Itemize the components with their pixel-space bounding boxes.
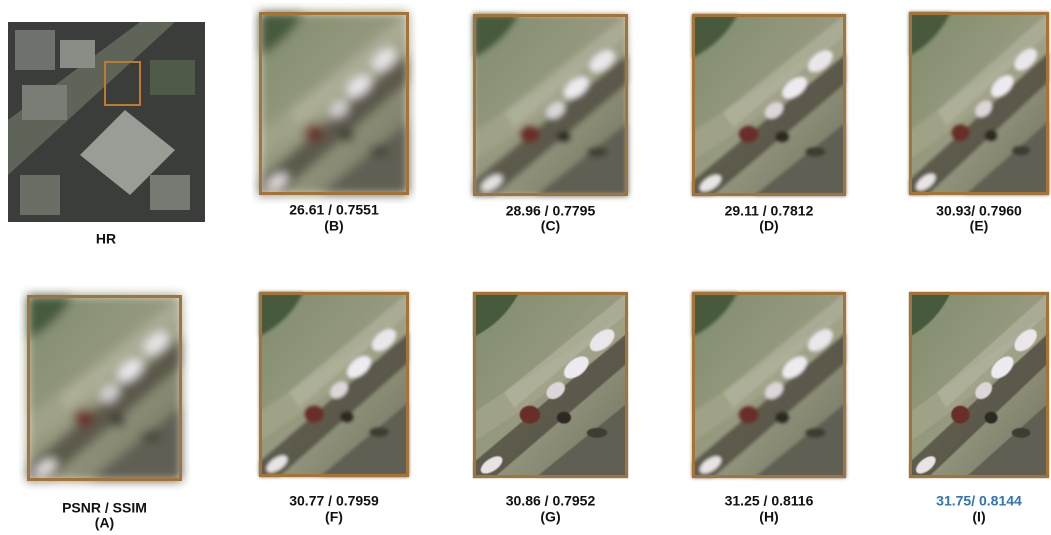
crop-image [692, 292, 846, 478]
metrics-caption: 31.75/ 0.8144 [936, 493, 1022, 509]
hr-image [8, 22, 205, 222]
metrics-caption: 26.61 / 0.7551 [289, 202, 379, 218]
crop-image [909, 12, 1049, 195]
panel-label: (I) [972, 509, 985, 525]
page: HR PSNR / SSIM(A) 26.61 / 0.7551(B) 28.96 … [0, 0, 1051, 535]
crop-image [473, 292, 628, 478]
metrics-caption: 31.25 / 0.8116 [725, 493, 814, 509]
metrics-caption: 29.11 / 0.7812 [725, 203, 814, 219]
metrics-caption: 30.77 / 0.7959 [289, 493, 379, 509]
crop-image [909, 292, 1049, 478]
crop-image [259, 12, 409, 195]
panel-label: (E) [970, 218, 989, 234]
metrics-caption: 30.86 / 0.7952 [506, 493, 596, 509]
panel-label: (D) [759, 218, 778, 234]
metrics-caption: PSNR / SSIM [62, 500, 147, 516]
metrics-caption: 28.96 / 0.7795 [506, 203, 596, 219]
hr-label: HR [96, 231, 116, 247]
panel-label: (F) [325, 509, 343, 525]
panel-label: (A) [95, 515, 114, 531]
figure: HR PSNR / SSIM(A) 26.61 / 0.7551(B) 28.96 … [0, 0, 1051, 535]
panel-label: (G) [540, 509, 560, 525]
metrics-caption: 30.93/ 0.7960 [936, 203, 1022, 219]
panel-label: (H) [759, 509, 778, 525]
crop-image [692, 14, 846, 196]
crop-image [473, 14, 628, 196]
crop-image [259, 292, 409, 477]
panel-label: (C) [541, 218, 560, 234]
crop-image [27, 295, 182, 481]
panel-label: (B) [324, 218, 343, 234]
